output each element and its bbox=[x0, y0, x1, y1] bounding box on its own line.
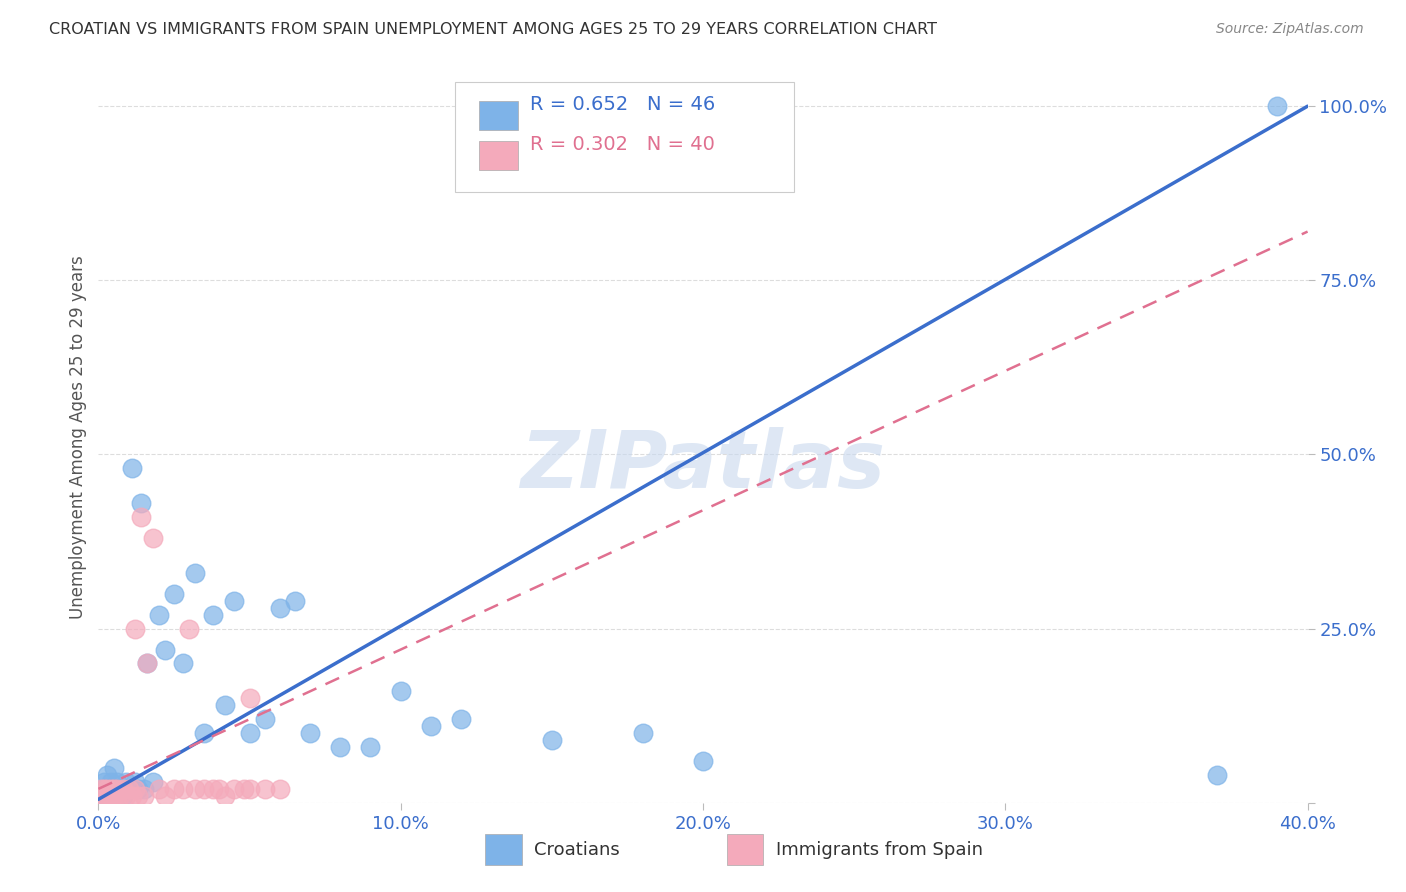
Point bbox=[100, 789, 122, 803]
Point bbox=[163, 781, 186, 796]
Point bbox=[118, 781, 141, 796]
Text: CROATIAN VS IMMIGRANTS FROM SPAIN UNEMPLOYMENT AMONG AGES 25 TO 29 YEARS CORRELA: CROATIAN VS IMMIGRANTS FROM SPAIN UNEMPL… bbox=[49, 22, 938, 37]
Point bbox=[224, 594, 246, 608]
Point bbox=[100, 775, 122, 789]
Point bbox=[129, 510, 152, 524]
Text: Source: ZipAtlas.com: Source: ZipAtlas.com bbox=[1216, 22, 1364, 37]
Point bbox=[184, 566, 207, 580]
Point bbox=[103, 789, 125, 803]
Point bbox=[114, 789, 136, 803]
Point bbox=[132, 781, 155, 796]
Point bbox=[132, 789, 155, 803]
Point bbox=[129, 496, 152, 510]
Point bbox=[108, 781, 131, 796]
Text: Croatians: Croatians bbox=[534, 840, 620, 859]
Point bbox=[105, 781, 128, 796]
Point bbox=[253, 712, 276, 726]
Point bbox=[135, 657, 157, 671]
Point bbox=[232, 781, 254, 796]
Y-axis label: Unemployment Among Ages 25 to 29 years: Unemployment Among Ages 25 to 29 years bbox=[69, 255, 87, 619]
FancyBboxPatch shape bbox=[485, 834, 522, 865]
Point bbox=[111, 789, 134, 803]
Point bbox=[253, 781, 276, 796]
Text: R = 0.652   N = 46: R = 0.652 N = 46 bbox=[530, 95, 716, 114]
Point bbox=[103, 781, 125, 796]
Point bbox=[118, 781, 141, 796]
Point bbox=[172, 781, 194, 796]
FancyBboxPatch shape bbox=[727, 834, 763, 865]
Point bbox=[420, 719, 443, 733]
Point bbox=[124, 622, 146, 636]
Point bbox=[179, 622, 201, 636]
Point bbox=[148, 781, 170, 796]
Point bbox=[105, 789, 128, 803]
Point bbox=[193, 726, 215, 740]
FancyBboxPatch shape bbox=[479, 101, 517, 130]
Point bbox=[450, 712, 472, 726]
Point bbox=[269, 781, 291, 796]
Point bbox=[103, 789, 125, 803]
Point bbox=[214, 789, 236, 803]
Point bbox=[90, 789, 112, 803]
Point bbox=[239, 781, 262, 796]
Point bbox=[239, 691, 262, 706]
Point bbox=[121, 461, 143, 475]
Point bbox=[124, 781, 146, 796]
Point bbox=[163, 587, 186, 601]
Point bbox=[100, 781, 122, 796]
Point bbox=[142, 775, 165, 789]
Point bbox=[224, 781, 246, 796]
Point bbox=[1267, 99, 1289, 113]
Point bbox=[93, 781, 115, 796]
Point bbox=[142, 531, 165, 545]
Point bbox=[93, 781, 115, 796]
Point bbox=[148, 607, 170, 622]
Point bbox=[540, 733, 562, 747]
FancyBboxPatch shape bbox=[456, 82, 793, 192]
Point bbox=[184, 781, 207, 796]
FancyBboxPatch shape bbox=[479, 141, 517, 170]
Point bbox=[105, 781, 128, 796]
Point bbox=[103, 761, 125, 775]
Point bbox=[96, 768, 118, 782]
Point bbox=[389, 684, 412, 698]
Point bbox=[239, 726, 262, 740]
Point bbox=[90, 781, 112, 796]
Point bbox=[208, 781, 231, 796]
Text: Immigrants from Spain: Immigrants from Spain bbox=[776, 840, 983, 859]
Point bbox=[114, 775, 136, 789]
Point bbox=[111, 781, 134, 796]
Text: R = 0.302   N = 40: R = 0.302 N = 40 bbox=[530, 135, 716, 154]
Point bbox=[93, 775, 115, 789]
Point bbox=[299, 726, 322, 740]
Point bbox=[124, 775, 146, 789]
Point bbox=[121, 789, 143, 803]
Point bbox=[214, 698, 236, 713]
Point bbox=[202, 607, 225, 622]
Text: ZIPatlas: ZIPatlas bbox=[520, 427, 886, 506]
Point bbox=[631, 726, 654, 740]
Point bbox=[193, 781, 215, 796]
Point bbox=[127, 789, 149, 803]
Point bbox=[127, 781, 149, 796]
Point bbox=[93, 789, 115, 803]
Point bbox=[96, 789, 118, 803]
Point bbox=[1206, 768, 1229, 782]
Point bbox=[329, 740, 352, 755]
Point bbox=[153, 642, 176, 657]
Point bbox=[692, 754, 714, 768]
Point bbox=[269, 600, 291, 615]
Point bbox=[100, 781, 122, 796]
Point bbox=[108, 789, 131, 803]
Point bbox=[90, 789, 112, 803]
Point bbox=[202, 781, 225, 796]
Point bbox=[172, 657, 194, 671]
Point bbox=[153, 789, 176, 803]
Point bbox=[135, 657, 157, 671]
Point bbox=[105, 775, 128, 789]
Point bbox=[360, 740, 382, 755]
Point bbox=[284, 594, 307, 608]
Point bbox=[96, 781, 118, 796]
Point bbox=[96, 789, 118, 803]
